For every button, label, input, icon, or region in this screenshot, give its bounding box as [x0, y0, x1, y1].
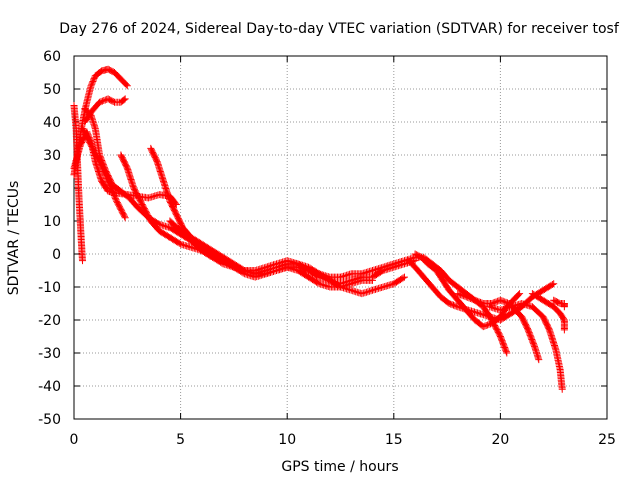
y-tick-label: -20	[38, 313, 61, 329]
y-tick-label: 20	[43, 181, 61, 197]
y-tick-label: 30	[43, 148, 61, 164]
series-markers	[486, 300, 566, 393]
y-tick-label: 40	[43, 115, 61, 131]
series-layer	[70, 65, 568, 393]
y-tick-label: 50	[43, 82, 61, 98]
x-tick-label: 10	[278, 432, 296, 448]
series-sat-o	[528, 290, 568, 334]
y-tick-label: -10	[38, 280, 61, 296]
series-markers	[454, 290, 511, 357]
y-tick-label: 60	[43, 49, 61, 65]
tick-layer: -50 -40 -30 -20 -10 0 10 20 30 40 50 60 0 5 10 15 20 25	[38, 49, 616, 448]
series-sat-c	[70, 102, 87, 265]
series-markers	[166, 217, 426, 281]
x-tick-label: 20	[491, 432, 509, 448]
y-tick-label: 10	[43, 214, 61, 230]
y-tick-label: 0	[52, 247, 61, 263]
chart-title: Day 276 of 2024, Sidereal Day-to-day VTE…	[59, 21, 620, 37]
series-markers	[528, 290, 568, 334]
series-sat-m	[454, 290, 511, 357]
grid-layer	[74, 56, 607, 419]
x-tick-label: 5	[176, 432, 185, 448]
series-sat-i	[166, 217, 426, 281]
x-tick-label: 15	[385, 432, 403, 448]
series-sat-p	[550, 296, 568, 311]
y-tick-label: -30	[38, 346, 61, 362]
x-axis-label: GPS time / hours	[281, 459, 398, 475]
series-sat-n	[486, 300, 566, 393]
plot-frame	[73, 55, 608, 420]
y-axis-label: SDTVAR / TECUs	[6, 181, 22, 296]
x-tick-label: 0	[70, 432, 79, 448]
y-tick-label: -40	[38, 379, 61, 395]
y-tick-label: -50	[38, 412, 61, 428]
series-markers	[550, 296, 568, 311]
x-tick-label: 25	[598, 432, 616, 448]
